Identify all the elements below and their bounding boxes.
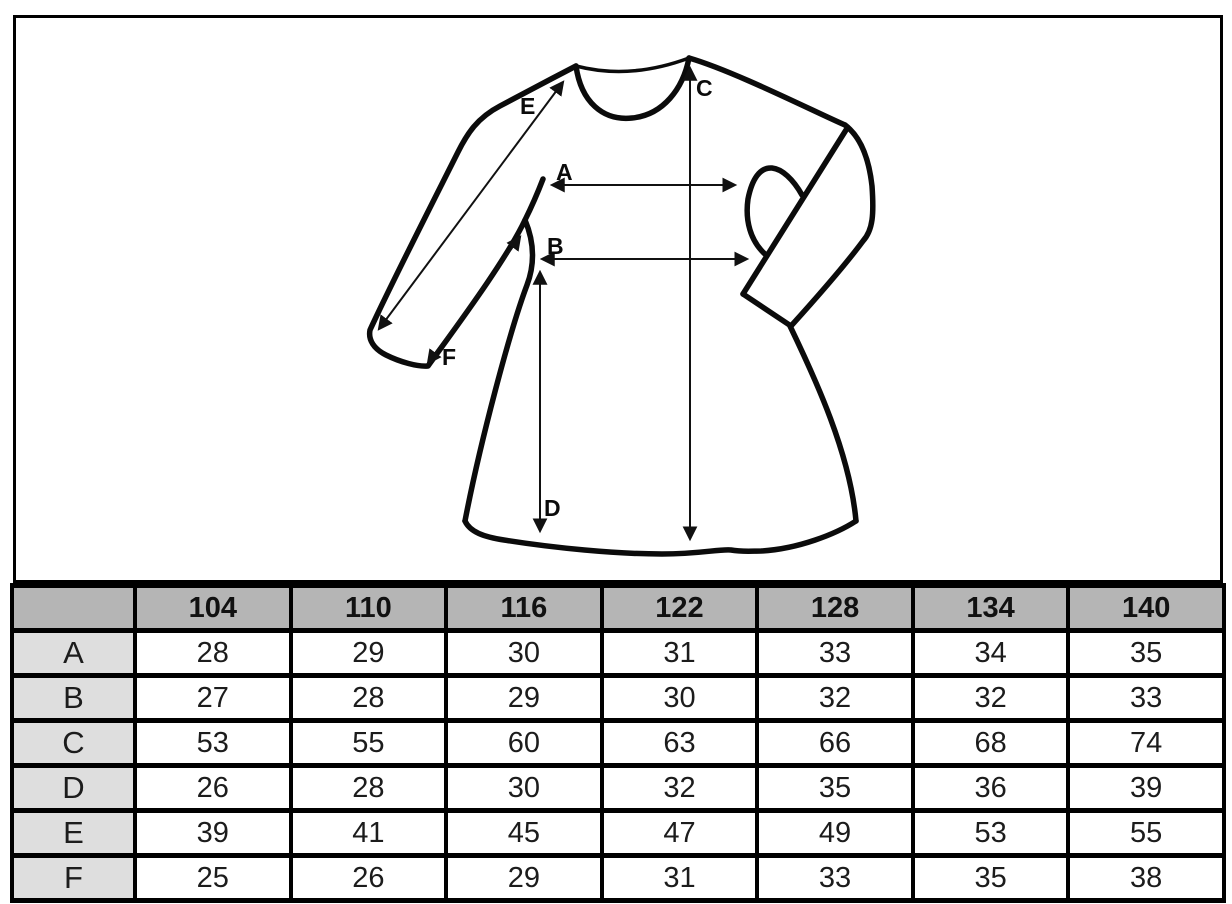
garment-left-sleeve bbox=[366, 63, 579, 369]
measurement-label-b: B bbox=[547, 233, 564, 259]
measurement-value-cell: 47 bbox=[599, 808, 760, 858]
size-table: 104 110 116 122 128 134 140 A 28 29 30 31 33 34 35 B 27… bbox=[10, 583, 1226, 903]
measurement-value-cell: 32 bbox=[755, 673, 915, 723]
measurement-value-cell: 32 bbox=[599, 763, 760, 813]
garment-diagram: A B C D E F bbox=[366, 55, 876, 557]
measurement-arrow-e bbox=[377, 80, 565, 331]
table-row: D 26 28 30 32 35 36 39 bbox=[10, 763, 1226, 813]
measurement-label-a: A bbox=[556, 159, 573, 185]
measurement-value-cell: 35 bbox=[1066, 628, 1226, 678]
measurement-value-cell: 38 bbox=[1066, 853, 1226, 903]
size-header-cell: 140 bbox=[1066, 583, 1226, 633]
table-row: A 28 29 30 31 33 34 35 bbox=[10, 628, 1226, 678]
measurement-value-cell: 27 bbox=[133, 673, 293, 723]
measurement-value-cell: 29 bbox=[444, 673, 604, 723]
measurement-value-cell: 55 bbox=[1066, 808, 1226, 858]
measurement-value-cell: 33 bbox=[1066, 673, 1226, 723]
measurement-value-cell: 55 bbox=[288, 718, 449, 768]
garment-hem bbox=[462, 518, 859, 557]
measurement-value-cell: 53 bbox=[133, 718, 293, 768]
measurement-value-cell: 66 bbox=[755, 718, 915, 768]
table-row: F 25 26 29 31 33 35 38 bbox=[10, 853, 1226, 903]
table-row: B 27 28 29 30 32 32 33 bbox=[10, 673, 1226, 723]
measurement-value-cell: 33 bbox=[755, 853, 915, 903]
garment-back-neckline bbox=[574, 56, 691, 74]
measurement-value-cell: 36 bbox=[910, 763, 1071, 813]
measurement-value-cell: 28 bbox=[288, 763, 449, 813]
measurement-value-cell: 29 bbox=[444, 853, 604, 903]
measurement-value-cell: 35 bbox=[910, 853, 1071, 903]
measurement-value-cell: 30 bbox=[444, 763, 604, 813]
measurement-value-cell: 34 bbox=[910, 628, 1071, 678]
measurement-label-cell: E bbox=[10, 808, 137, 858]
measurement-label-cell: F bbox=[10, 853, 137, 903]
garment-right-sleeve-outer bbox=[788, 122, 876, 329]
measurement-label-cell: A bbox=[10, 628, 137, 678]
garment-right-side-seam bbox=[787, 323, 859, 524]
garment-right-shoulder bbox=[686, 55, 848, 128]
measurement-value-cell: 35 bbox=[755, 763, 915, 813]
table-corner-cell bbox=[10, 583, 137, 633]
size-header-cell: 104 bbox=[133, 583, 293, 633]
measurement-value-cell: 60 bbox=[444, 718, 604, 768]
measurement-label-d: D bbox=[544, 495, 561, 521]
measurement-value-cell: 25 bbox=[133, 853, 293, 903]
size-table-head-row: 104 110 116 122 128 134 140 bbox=[10, 583, 1226, 633]
table-row: C 53 55 60 63 66 68 74 bbox=[10, 718, 1226, 768]
measurement-value-cell: 31 bbox=[599, 628, 760, 678]
measurement-value-cell: 28 bbox=[133, 628, 293, 678]
measurement-value-cell: 53 bbox=[910, 808, 1071, 858]
measurement-value-cell: 26 bbox=[288, 853, 449, 903]
size-header-cell: 134 bbox=[910, 583, 1071, 633]
measurement-label-e: E bbox=[520, 93, 535, 119]
measurement-label-cell: C bbox=[10, 718, 137, 768]
measurement-value-cell: 68 bbox=[910, 718, 1071, 768]
size-header-cell: 116 bbox=[444, 583, 604, 633]
measurement-label-f: F bbox=[442, 344, 456, 370]
measurement-value-cell: 49 bbox=[755, 808, 915, 858]
measurement-value-cell: 74 bbox=[1066, 718, 1226, 768]
measurement-value-cell: 31 bbox=[599, 853, 760, 903]
measurement-value-cell: 45 bbox=[444, 808, 604, 858]
measurement-value-cell: 30 bbox=[444, 628, 604, 678]
garment-right-armhole bbox=[744, 165, 805, 258]
garment-front-neckline bbox=[573, 55, 692, 121]
measurement-arrow-f bbox=[426, 235, 522, 365]
garment-right-sleeve-cuff bbox=[740, 291, 794, 329]
measurement-value-cell: 30 bbox=[599, 673, 760, 723]
measurement-value-cell: 33 bbox=[755, 628, 915, 678]
measurement-value-cell: 26 bbox=[133, 763, 293, 813]
diagram-panel: A B C D E F bbox=[13, 15, 1223, 583]
measurement-value-cell: 39 bbox=[133, 808, 293, 858]
measurement-value-cell: 28 bbox=[288, 673, 449, 723]
size-header-cell: 122 bbox=[599, 583, 760, 633]
measurement-value-cell: 63 bbox=[599, 718, 760, 768]
measurement-value-cell: 32 bbox=[910, 673, 1071, 723]
measurement-value-cell: 41 bbox=[288, 808, 449, 858]
size-header-cell: 128 bbox=[755, 583, 915, 633]
measurement-value-cell: 39 bbox=[1066, 763, 1226, 813]
size-header-cell: 110 bbox=[288, 583, 449, 633]
garment-right-sleeve-front bbox=[740, 127, 849, 297]
measurement-label-c: C bbox=[696, 75, 713, 101]
measurement-label-cell: B bbox=[10, 673, 137, 723]
measurement-label-cell: D bbox=[10, 763, 137, 813]
table-row: E 39 41 45 47 49 53 55 bbox=[10, 808, 1226, 858]
size-table-body: A 28 29 30 31 33 34 35 B 27 28 29 30 32 32 33 C 53 55 60 63 6… bbox=[10, 628, 1226, 903]
measurement-value-cell: 29 bbox=[288, 628, 449, 678]
